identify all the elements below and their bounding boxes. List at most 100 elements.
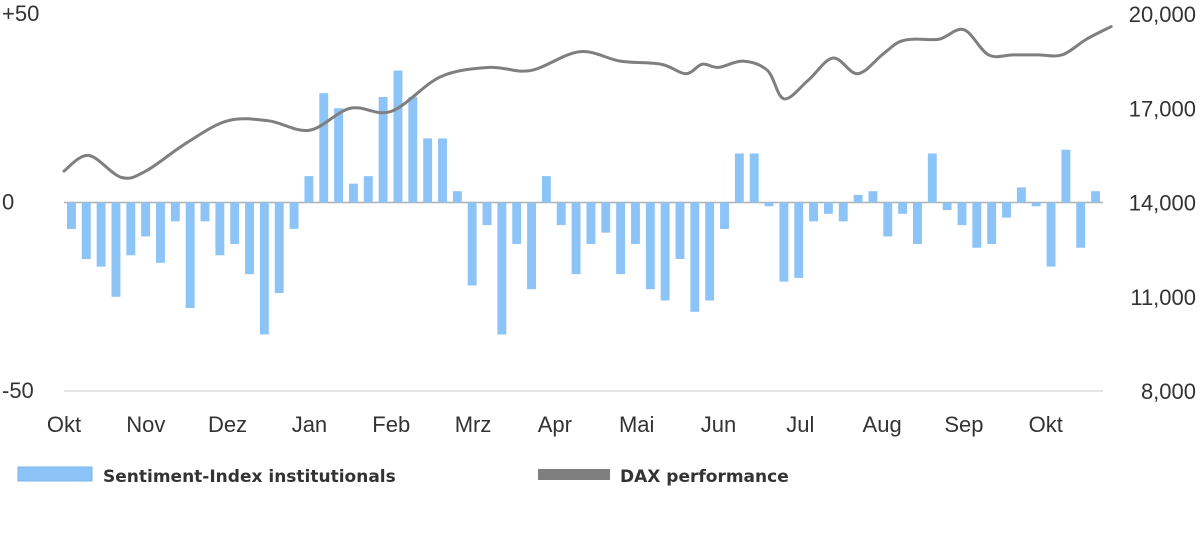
x-tick-label: Okt [47,412,81,437]
x-tick-label: Jan [292,412,327,437]
sentiment-bar [452,191,462,203]
sentiment-bar [259,202,269,335]
sentiment-bar [913,202,922,244]
x-tick-label: Feb [372,412,410,437]
sentiment-bar [408,96,418,203]
sentiment-bar [319,93,329,203]
sentiment-bar [942,202,952,211]
left-y-tick-label: +50 [2,1,39,26]
sentiment-bar [690,202,700,312]
sentiment-bar [170,202,180,222]
x-tick-label: Okt [1029,412,1063,437]
dax-performance-line [62,25,1113,180]
sentiment-bar [705,202,715,301]
sentiment-bar [987,202,997,244]
x-tick-label: Jun [701,412,736,437]
left-y-tick-label: 0 [2,190,14,215]
sentiment-bar [779,202,789,282]
sentiment-bar [764,202,774,207]
sentiment-bar [274,202,284,293]
legend: Sentiment-Index institutionals DAX perfo… [17,466,789,487]
legend-swatch-line [538,469,610,480]
sentiment-bar [527,202,537,290]
sentiment-bar [111,202,121,297]
sentiment-bar [1076,202,1086,248]
sentiment-bar [289,202,299,229]
sentiment-bar [467,202,477,286]
sentiment-bar [868,191,878,203]
legend-label: Sentiment-Index institutionals [103,467,396,487]
sentiment-bar [823,202,833,214]
right-y-tick-label: 17,000 [1129,96,1196,121]
sentiment-bar [809,202,819,222]
sentiment-bar [898,202,908,214]
sentiment-bar [512,202,522,244]
sentiment-bar [853,194,863,203]
sentiment-bar [185,202,195,309]
sentiment-bar [883,202,893,237]
sentiment-bar [660,202,670,301]
sentiment-bar [720,202,729,229]
sentiment-bar [423,138,433,203]
sentiment-bar [957,202,967,226]
x-tick-label: Sep [944,412,983,437]
x-tick-label: Nov [126,412,165,437]
sentiment-bar [393,70,403,203]
sentiment-bar [81,202,91,260]
sentiment-bar [556,202,566,226]
sentiment-bar [378,96,388,203]
sentiment-bars [66,70,1101,335]
sentiment-bar [541,176,551,203]
sentiment-bar [215,202,225,256]
sentiment-bar [438,138,447,203]
right-y-axis: 20,000 17,000 14,000 11,000 8,000 [1129,2,1196,404]
sentiment-bar [200,202,210,222]
legend-label: DAX performance [620,467,789,487]
right-y-tick-label: 8,000 [1141,379,1196,404]
x-tick-label: Apr [538,412,572,437]
sentiment-bar [1031,202,1041,207]
sentiment-bar [304,176,314,203]
sentiment-bar [1061,149,1071,203]
sentiment-bar [616,202,626,275]
x-tick-label: Mai [619,412,654,437]
sentiment-bar [838,202,848,222]
sentiment-bar [630,202,640,244]
sentiment-bar [734,153,744,203]
sentiment-bar [601,202,611,233]
sentiment-bar [927,153,937,203]
sentiment-bar [141,202,151,237]
right-y-tick-label: 11,000 [1130,285,1196,310]
sentiment-bar [96,202,106,267]
legend-item-sentiment: Sentiment-Index institutionals [17,466,396,487]
x-tick-label: Aug [863,412,902,437]
sentiment-bar [482,202,492,226]
x-axis: Okt Nov Dez Jan Feb Mrz Apr Mai Jun Jul … [47,412,1063,437]
sentiment-bar [334,108,344,203]
x-tick-label: Dez [208,412,247,437]
x-tick-label: Mrz [455,412,492,437]
legend-swatch-bar [17,466,93,482]
sentiment-bar [497,202,507,335]
sentiment-bar [363,176,373,203]
sentiment-bar [571,202,581,275]
left-y-axis: +50 0 -50 [2,1,39,403]
sentiment-bar [245,202,254,275]
sentiment-bar [1046,202,1056,267]
sentiment-bar [66,202,76,229]
sentiment-bar [645,202,655,290]
sentiment-bar [126,202,136,256]
right-y-tick-label: 20,000 [1129,2,1196,27]
sentiment-bar [1091,191,1101,203]
sentiment-bar [586,202,596,244]
right-y-tick-label: 14,000 [1129,191,1196,216]
left-y-tick-label: -50 [2,378,34,403]
sentiment-bar [749,153,759,203]
sentiment-bar [675,202,685,260]
sentiment-bar [348,183,358,203]
sentiment-bar [230,202,240,244]
sentiment-bar [1002,202,1011,218]
sentiment-bar [794,202,804,278]
sentiment-bar [1016,187,1026,203]
